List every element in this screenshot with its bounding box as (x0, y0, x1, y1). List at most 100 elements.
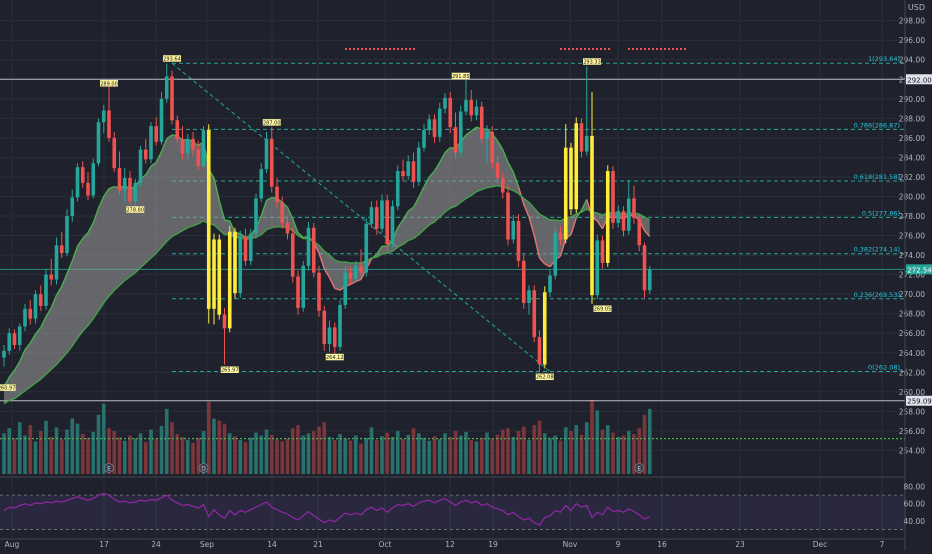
candle-body[interactable] (511, 220, 516, 240)
candle-body[interactable] (248, 233, 253, 261)
candle-body[interactable] (432, 119, 437, 137)
candle-body[interactable] (128, 177, 132, 202)
candle-body[interactable] (143, 149, 148, 160)
candle-body[interactable] (548, 275, 552, 293)
candle-body[interactable] (332, 327, 337, 347)
candle-body[interactable] (317, 272, 321, 311)
candle-body[interactable] (206, 130, 211, 309)
candle-body[interactable] (359, 265, 363, 273)
candle-body[interactable] (553, 232, 558, 276)
candle-body[interactable] (201, 130, 206, 167)
candle-body[interactable] (469, 99, 474, 116)
candle-body[interactable] (180, 138, 185, 154)
candle-body[interactable] (416, 147, 421, 182)
candle-body[interactable] (322, 310, 327, 344)
candle-body[interactable] (170, 76, 174, 121)
candle-body[interactable] (427, 119, 432, 131)
candle-body[interactable] (437, 108, 442, 137)
candle-body[interactable] (637, 217, 642, 246)
candle-body[interactable] (579, 123, 584, 152)
candle-body[interactable] (348, 272, 353, 279)
candle-body[interactable] (395, 171, 400, 207)
candle-body[interactable] (175, 120, 180, 139)
candle-body[interactable] (191, 138, 195, 150)
candle-body[interactable] (296, 276, 300, 308)
candle-body[interactable] (269, 138, 274, 187)
candle-body[interactable] (38, 294, 43, 306)
candle-body[interactable] (406, 161, 411, 176)
candle-body[interactable] (380, 200, 384, 229)
candle-body[interactable] (343, 272, 348, 305)
candle-body[interactable] (7, 333, 12, 351)
candle-body[interactable] (122, 177, 127, 191)
candle-body[interactable] (80, 167, 85, 183)
event-marker[interactable] (198, 463, 209, 473)
candle-body[interactable] (212, 239, 216, 309)
candle-body[interactable] (17, 326, 22, 345)
candle-body[interactable] (227, 231, 232, 329)
candle-body[interactable] (595, 240, 600, 296)
candle-body[interactable] (23, 308, 27, 327)
candle-body[interactable] (590, 135, 594, 296)
candle-body[interactable] (59, 245, 64, 254)
candle-body[interactable] (44, 274, 48, 306)
candle-body[interactable] (338, 304, 342, 347)
candle-body[interactable] (558, 232, 563, 240)
candle-body[interactable] (474, 106, 479, 116)
candle-body[interactable] (600, 240, 605, 263)
candle-body[interactable] (506, 192, 510, 240)
candle-body[interactable] (542, 292, 547, 365)
candle-body[interactable] (233, 231, 237, 294)
candle-body[interactable] (65, 216, 69, 254)
candle-body[interactable] (149, 126, 153, 160)
candle-body[interactable] (301, 265, 306, 308)
candle-body[interactable] (138, 149, 143, 183)
event-marker[interactable] (104, 463, 114, 473)
candle-body[interactable] (584, 135, 589, 152)
candle-body[interactable] (238, 236, 243, 294)
candle-body[interactable] (464, 99, 468, 112)
candle-body[interactable] (353, 265, 358, 279)
candle-body[interactable] (49, 274, 54, 280)
candle-body[interactable] (254, 198, 258, 234)
candle-body[interactable] (616, 211, 621, 223)
candle-body[interactable] (264, 138, 269, 170)
candle-body[interactable] (453, 127, 458, 153)
candle-body[interactable] (159, 98, 164, 142)
candle-body[interactable] (259, 169, 264, 199)
candle-body[interactable] (290, 233, 295, 277)
candle-body[interactable] (527, 290, 531, 303)
candle-body[interactable] (154, 126, 159, 142)
candle-body[interactable] (107, 110, 111, 138)
candle-body[interactable] (54, 245, 59, 280)
candle-body[interactable] (632, 198, 636, 218)
candle-body[interactable] (621, 211, 626, 231)
candles[interactable] (2, 63, 652, 372)
candle-body[interactable] (390, 206, 395, 245)
candle-body[interactable] (479, 106, 484, 139)
candle-body[interactable] (96, 122, 101, 164)
candle-body[interactable] (117, 168, 122, 191)
candle-body[interactable] (28, 308, 33, 319)
candle-body[interactable] (574, 123, 579, 210)
candle-body[interactable] (485, 132, 489, 139)
candle-body[interactable] (411, 161, 416, 182)
candle-body[interactable] (91, 163, 96, 196)
candle-body[interactable] (569, 147, 573, 210)
candle-body[interactable] (280, 202, 285, 223)
candle-body[interactable] (521, 260, 526, 303)
candle-body[interactable] (185, 138, 190, 154)
candle-body[interactable] (275, 186, 279, 203)
candle-body[interactable] (385, 200, 390, 245)
candle-body[interactable] (196, 149, 201, 167)
candle-body[interactable] (443, 97, 447, 109)
candle-body[interactable] (611, 171, 615, 223)
candle-body[interactable] (285, 222, 290, 234)
candle-body[interactable] (422, 130, 426, 148)
candle-body[interactable] (448, 97, 453, 128)
candle-body[interactable] (222, 314, 227, 329)
candle-body[interactable] (364, 223, 369, 273)
candle-body[interactable] (374, 207, 379, 229)
